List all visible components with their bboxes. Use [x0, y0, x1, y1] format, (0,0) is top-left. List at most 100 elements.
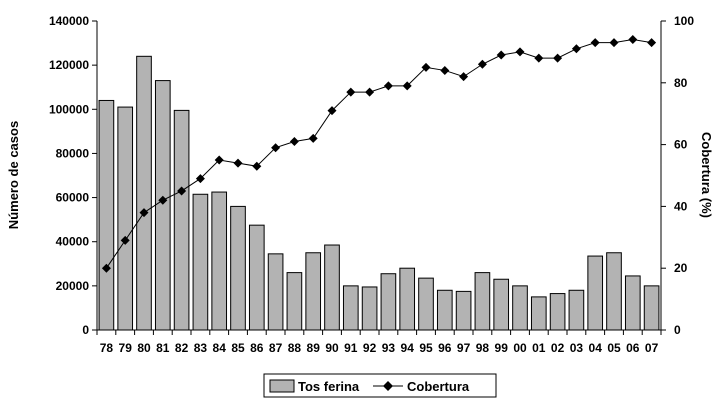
bar-82	[173, 109, 190, 331]
bar-03	[568, 289, 585, 331]
bar-89	[305, 252, 322, 331]
bar-07	[643, 285, 660, 331]
bar-00	[512, 285, 528, 331]
y-tick-label-left-100000: 100000	[49, 102, 89, 116]
coverage-point-93	[383, 81, 393, 91]
x-tick-label-86: 86	[250, 341, 264, 355]
bar-87	[267, 253, 284, 331]
bar-96	[436, 289, 453, 331]
coverage-point-80	[139, 208, 149, 218]
y-tick-label-left-20000: 20000	[56, 279, 90, 293]
coverage-point-03	[571, 44, 581, 54]
bar-94	[399, 267, 416, 331]
x-tick-label-91: 91	[344, 341, 358, 355]
coverage-point-94	[402, 81, 412, 91]
coverage-point-01	[534, 53, 544, 63]
x-tick-label-78: 78	[100, 341, 114, 355]
bar-83	[192, 193, 209, 331]
bar-91	[342, 285, 359, 331]
coverage-line	[105, 39, 652, 269]
coverage-point-83	[195, 174, 205, 184]
bar-80	[136, 55, 152, 331]
bar-97	[455, 290, 472, 331]
y-tick-label-right-60: 60	[674, 138, 688, 152]
coverage-point-92	[365, 87, 375, 97]
y-tick-label-right-20: 20	[674, 261, 688, 275]
x-tick-label-94: 94	[401, 341, 415, 355]
x-tick-label-05: 05	[607, 341, 621, 355]
legend-label-line: Cobertura	[407, 379, 470, 394]
y-tick-label-right-0: 0	[674, 323, 681, 337]
x-tick-label-07: 07	[645, 341, 659, 355]
coverage-point-04	[590, 38, 600, 48]
coverage-point-82	[177, 186, 187, 196]
y-axis-label-right: Cobertura (%)	[699, 132, 713, 218]
coverage-point-98	[477, 59, 487, 69]
y-tick-label-left-60000: 60000	[56, 191, 90, 205]
coverage-point-90	[327, 106, 337, 116]
coverage-point-99	[496, 50, 506, 60]
y-tick-label-left-140000: 140000	[49, 14, 89, 28]
bar-01	[530, 296, 547, 331]
y-tick-label-left-120000: 120000	[49, 58, 89, 72]
bar-06	[624, 275, 641, 331]
y-tick-label-right-80: 80	[674, 76, 688, 90]
legend-label-bar: Tos ferina	[298, 379, 360, 394]
x-tick-label-81: 81	[156, 341, 170, 355]
coverage-point-96	[440, 65, 450, 75]
bar-98	[474, 272, 491, 331]
coverage-point-89	[308, 133, 318, 143]
axes-group	[92, 20, 666, 335]
x-tick-label-06: 06	[626, 341, 640, 355]
x-tick-label-96: 96	[438, 341, 452, 355]
x-tick-label-93: 93	[382, 341, 396, 355]
y-tick-label-left-40000: 40000	[56, 235, 90, 249]
coverage-point-86	[252, 161, 262, 171]
coverage-point-06	[628, 35, 638, 45]
coverage-point-78	[101, 263, 111, 273]
x-tick-label-02: 02	[551, 341, 565, 355]
x-tick-label-80: 80	[137, 341, 151, 355]
x-tick-label-95: 95	[419, 341, 433, 355]
bars-group	[98, 55, 660, 331]
coverage-point-07	[647, 38, 657, 48]
coverage-point-81	[158, 195, 168, 205]
x-tick-label-84: 84	[213, 341, 227, 355]
bar-79	[117, 106, 134, 331]
bar-86	[248, 224, 265, 331]
x-tick-label-88: 88	[288, 341, 302, 355]
x-tick-label-85: 85	[231, 341, 245, 355]
legend: Tos ferina Cobertura	[263, 373, 497, 398]
y-axis-label-left: Número de casos	[6, 121, 21, 229]
x-tick-label-98: 98	[476, 341, 490, 355]
coverage-point-02	[553, 53, 563, 63]
bar-84	[211, 191, 228, 331]
bar-02	[549, 293, 566, 331]
bar-78	[98, 99, 115, 331]
y-tick-label-right-40: 40	[674, 199, 688, 213]
coverage-line-group	[101, 35, 657, 273]
coverage-point-91	[346, 87, 356, 97]
coverage-point-87	[271, 143, 281, 153]
bar-99	[493, 278, 510, 331]
coverage-point-85	[233, 158, 243, 168]
coverage-point-95	[421, 62, 431, 72]
x-tick-label-99: 99	[495, 341, 509, 355]
bar-05	[606, 252, 622, 331]
x-tick-label-79: 79	[119, 341, 133, 355]
x-tick-label-92: 92	[363, 341, 377, 355]
y-tick-labels-right: 0 20 40 60 80 100	[674, 14, 694, 337]
bar-88	[286, 272, 303, 331]
x-tick-label-04: 04	[589, 341, 603, 355]
x-tick-label-97: 97	[457, 341, 471, 355]
y-tick-label-left-80000: 80000	[56, 146, 90, 160]
coverage-point-88	[289, 137, 299, 147]
legend-swatch-marker	[383, 381, 393, 391]
coverage-point-79	[120, 235, 130, 245]
bar-85	[230, 205, 246, 331]
legend-swatch-bar	[269, 379, 295, 393]
x-tick-label-90: 90	[325, 341, 339, 355]
x-tick-label-82: 82	[175, 341, 189, 355]
x-tick-labels: 78 79 80 81 82 83 84 85 86 87 88 89 90 91 92 93 94 95 96 97…	[100, 341, 659, 355]
coverage-point-05	[609, 38, 619, 48]
